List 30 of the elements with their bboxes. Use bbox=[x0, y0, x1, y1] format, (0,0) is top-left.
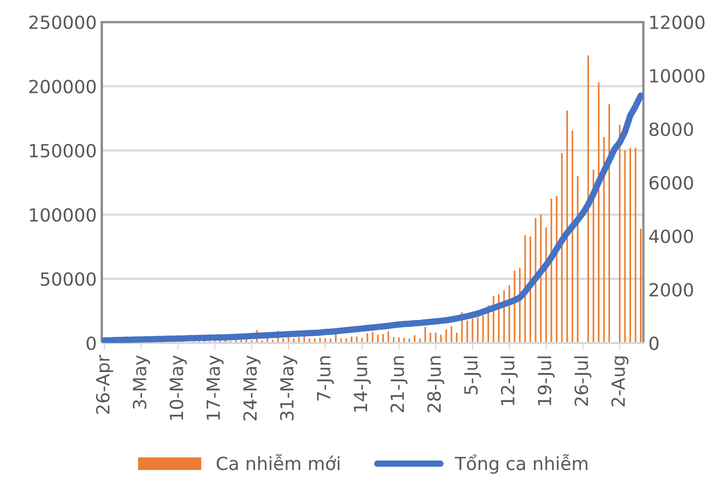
x-tick-label: 10-May bbox=[170, 355, 187, 420]
y2-tick-label: 6000 bbox=[650, 176, 694, 190]
x-tick-label: 12-Jul bbox=[500, 356, 518, 406]
x-tick-label: 31-May bbox=[280, 355, 298, 420]
y2-tick-label: 10000 bbox=[650, 69, 704, 83]
x-tick-label: 7-Jun bbox=[317, 356, 334, 401]
y2-tick-label: 12000 bbox=[650, 16, 704, 30]
x-tick-label: 28-Jun bbox=[427, 356, 444, 412]
x-tick-label: 17-May bbox=[206, 355, 224, 420]
x-tick-label: 24-May bbox=[243, 355, 260, 420]
y-tick-label: 100000 bbox=[30, 208, 96, 222]
y-tick-label: 0 bbox=[86, 336, 96, 350]
y-tick-label: 250000 bbox=[29, 16, 96, 30]
x-tick-label: 3-May bbox=[132, 355, 150, 409]
x-tick-label: 5-Jul bbox=[464, 356, 482, 394]
y-tick-label: 50000 bbox=[40, 272, 96, 286]
y2-tick-label: 2000 bbox=[650, 282, 694, 297]
y-tick-label: 150000 bbox=[30, 144, 96, 158]
x-tick-label: 19-Jul bbox=[537, 356, 555, 406]
legend-label: Ca nhiễm mới bbox=[216, 454, 340, 470]
legend-label: Tổng ca nhiễm bbox=[454, 454, 588, 474]
x-tick-label: 2-Aug bbox=[611, 356, 628, 406]
x-tick-label: 26-Jul bbox=[574, 356, 592, 406]
x-tick-label: 26-Apr bbox=[96, 354, 114, 414]
y2-tick-label: 0 bbox=[649, 336, 659, 350]
y-tick-label: 200000 bbox=[29, 80, 96, 94]
y2-tick-label: 8000 bbox=[649, 122, 694, 136]
y2-tick-label: 4000 bbox=[649, 229, 694, 244]
x-tick-label: 21-Jun bbox=[390, 356, 408, 412]
x-tick-label: 14-Jun bbox=[354, 356, 371, 412]
